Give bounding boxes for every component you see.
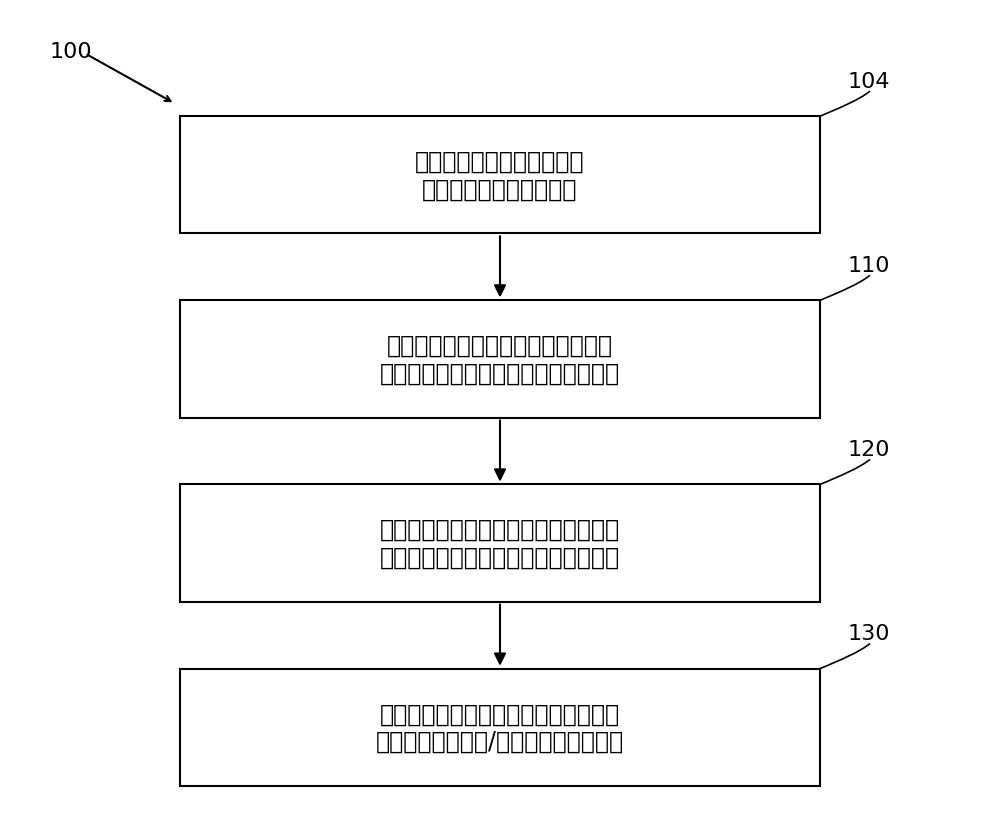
Text: 确定服务无线接入点的负荷与至少一个
相邻无线接入点的负荷之间的负荷关系: 确定服务无线接入点的负荷与至少一个 相邻无线接入点的负荷之间的负荷关系 <box>380 517 620 569</box>
FancyBboxPatch shape <box>180 301 820 418</box>
Text: 104: 104 <box>848 72 890 92</box>
FancyBboxPatch shape <box>180 669 820 786</box>
Text: 100: 100 <box>50 42 93 62</box>
Text: 120: 120 <box>848 440 890 460</box>
Text: 基于所确定负荷关系和所接收基线信息
来确定上行链路和/或下行链路传输功率: 基于所确定负荷关系和所接收基线信息 来确定上行链路和/或下行链路传输功率 <box>376 701 624 753</box>
FancyBboxPatch shape <box>180 485 820 602</box>
Text: 110: 110 <box>848 256 890 276</box>
Text: 从无线装置接收与上行链路
功率控制有关的基线信息: 从无线装置接收与上行链路 功率控制有关的基线信息 <box>415 150 585 201</box>
Text: 130: 130 <box>848 624 890 644</box>
Text: 得到与服务无线接入点的负荷和至少
一个相邻无线接入点的负荷有关的信息: 得到与服务无线接入点的负荷和至少 一个相邻无线接入点的负荷有关的信息 <box>380 334 620 385</box>
FancyBboxPatch shape <box>180 117 820 234</box>
